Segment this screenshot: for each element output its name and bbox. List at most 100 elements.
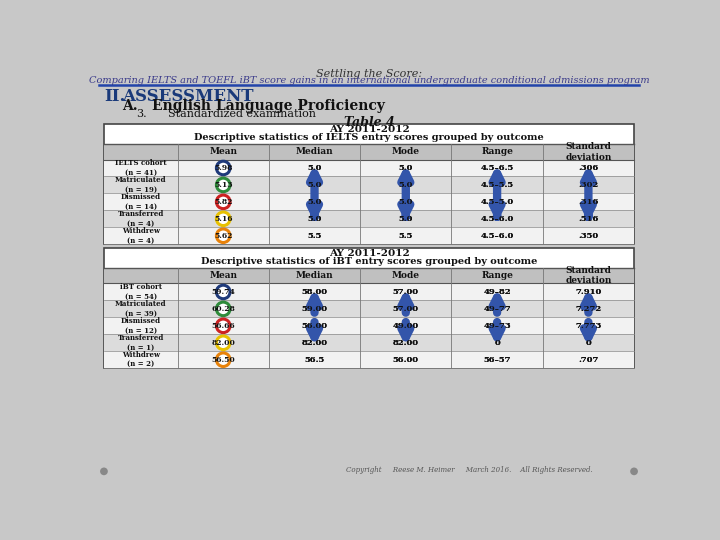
Text: Descriptive statistics of iBT entry scores grouped by outcome: Descriptive statistics of iBT entry scor…: [201, 258, 537, 266]
Text: 82.00: 82.00: [302, 339, 328, 347]
Bar: [104, 227, 634, 244]
Text: iBT cohort
(n = 54): iBT cohort (n = 54): [120, 284, 162, 301]
Text: Descriptive statistics of IELTS entry scores grouped by outcome: Descriptive statistics of IELTS entry sc…: [194, 133, 544, 143]
Text: 7.773: 7.773: [575, 322, 601, 330]
Text: Median: Median: [296, 271, 333, 280]
Text: 49–77: 49–77: [483, 305, 511, 313]
Text: 57.00: 57.00: [393, 305, 419, 313]
Text: Copyright     Reese M. Heimer     March 2016.    All Rights Reserved.: Copyright Reese M. Heimer March 2016. Al…: [346, 467, 593, 475]
Text: 3.: 3.: [137, 109, 147, 119]
Text: A.: A.: [122, 99, 138, 113]
Text: 49–73: 49–73: [483, 322, 511, 330]
Text: .350: .350: [578, 232, 598, 240]
Text: Range: Range: [481, 147, 513, 156]
Bar: [104, 334, 634, 351]
Text: 57.00: 57.00: [393, 288, 419, 296]
Text: 60.28: 60.28: [212, 305, 235, 313]
Text: 5.0: 5.0: [399, 198, 413, 206]
Text: 4.5–6.0: 4.5–6.0: [480, 232, 514, 240]
Text: 59.74: 59.74: [211, 288, 235, 296]
Text: 5.98: 5.98: [214, 164, 233, 172]
Bar: [104, 300, 634, 318]
Text: 49–82: 49–82: [483, 288, 511, 296]
Text: AY 2011-2012: AY 2011-2012: [328, 125, 410, 134]
Text: 56.66: 56.66: [212, 322, 235, 330]
Text: 49–73: 49–73: [483, 322, 511, 330]
Text: .302: .302: [578, 181, 598, 189]
Text: IELTS cohort
(n = 41): IELTS cohort (n = 41): [115, 159, 166, 177]
Text: 5.0: 5.0: [399, 215, 413, 223]
Text: .516: .516: [578, 215, 598, 223]
Text: 4.5–6.5: 4.5–6.5: [480, 164, 514, 172]
Circle shape: [217, 353, 230, 367]
Text: .707: .707: [578, 356, 598, 364]
Text: Comparing IELTS and TOEFL iBT score gains in an international undergraduate cond: Comparing IELTS and TOEFL iBT score gain…: [89, 76, 649, 85]
Text: 5.0: 5.0: [307, 198, 322, 206]
Text: ASSESSMENT: ASSESSMENT: [122, 88, 254, 105]
Text: .350: .350: [578, 232, 598, 240]
Circle shape: [217, 229, 230, 242]
Text: 4.5–5.0: 4.5–5.0: [480, 198, 513, 206]
Text: 58.00: 58.00: [302, 288, 328, 296]
Text: 5.0: 5.0: [399, 215, 413, 223]
Text: 56.50: 56.50: [212, 356, 235, 364]
Text: Mean: Mean: [210, 271, 237, 280]
Bar: [104, 268, 634, 284]
Text: 5.0: 5.0: [399, 181, 413, 189]
Text: 4.5–6.0: 4.5–6.0: [480, 215, 514, 223]
Text: 5.0: 5.0: [307, 164, 322, 172]
Text: 82.00: 82.00: [302, 339, 328, 347]
Text: 4.5–6.0: 4.5–6.0: [480, 215, 514, 223]
Bar: [104, 248, 634, 368]
Circle shape: [630, 468, 638, 475]
Text: 7.272: 7.272: [575, 305, 601, 313]
Text: II.: II.: [104, 88, 125, 105]
Text: 5.0: 5.0: [307, 215, 322, 223]
Circle shape: [217, 178, 230, 192]
Text: Transferred
(n = 1): Transferred (n = 1): [117, 334, 164, 352]
Text: 5.62: 5.62: [214, 232, 233, 240]
Text: 5.0: 5.0: [307, 198, 322, 206]
Text: .306: .306: [578, 164, 598, 172]
Bar: [104, 159, 634, 177]
Text: .316: .316: [578, 198, 598, 206]
Text: 4.5–6.5: 4.5–6.5: [480, 164, 514, 172]
Text: 4.5–6.0: 4.5–6.0: [480, 232, 514, 240]
Circle shape: [217, 195, 230, 208]
Text: 5.5: 5.5: [307, 232, 322, 240]
Bar: [104, 351, 634, 368]
Text: AY 2011-2012: AY 2011-2012: [328, 249, 410, 258]
Bar: [104, 177, 634, 193]
Text: 59.00: 59.00: [302, 305, 328, 313]
Text: Settling the Score:: Settling the Score:: [316, 69, 422, 79]
Text: English Language Proficiency: English Language Proficiency: [152, 99, 385, 113]
Text: 5.0: 5.0: [307, 164, 322, 172]
Bar: [104, 124, 634, 244]
Text: 5.0: 5.0: [399, 164, 413, 172]
Text: 0: 0: [494, 339, 500, 347]
Text: 5.5: 5.5: [307, 232, 322, 240]
Text: Dismissed
(n = 14): Dismissed (n = 14): [121, 193, 161, 211]
Text: 5.0: 5.0: [399, 164, 413, 172]
Bar: [104, 193, 634, 211]
Text: 7.773: 7.773: [575, 322, 601, 330]
Text: Standardized examination: Standardized examination: [168, 109, 315, 119]
Text: Standard
deviation: Standard deviation: [565, 266, 611, 286]
Circle shape: [217, 212, 230, 226]
Circle shape: [100, 468, 108, 475]
Text: 57.00: 57.00: [393, 288, 419, 296]
Text: .306: .306: [578, 164, 598, 172]
Text: Range: Range: [481, 271, 513, 280]
Text: 4.5–5.0: 4.5–5.0: [480, 198, 513, 206]
Text: 5.0: 5.0: [307, 181, 322, 189]
Text: 0: 0: [585, 339, 591, 347]
Bar: [104, 318, 634, 334]
Text: 0: 0: [585, 339, 591, 347]
Text: Matriculated
(n = 39): Matriculated (n = 39): [115, 300, 166, 318]
Text: Mean: Mean: [210, 147, 237, 156]
Circle shape: [217, 161, 230, 175]
Text: .302: .302: [578, 181, 598, 189]
Text: 49.00: 49.00: [392, 322, 419, 330]
Text: 56.00: 56.00: [393, 356, 419, 364]
Text: 56.00: 56.00: [302, 322, 328, 330]
